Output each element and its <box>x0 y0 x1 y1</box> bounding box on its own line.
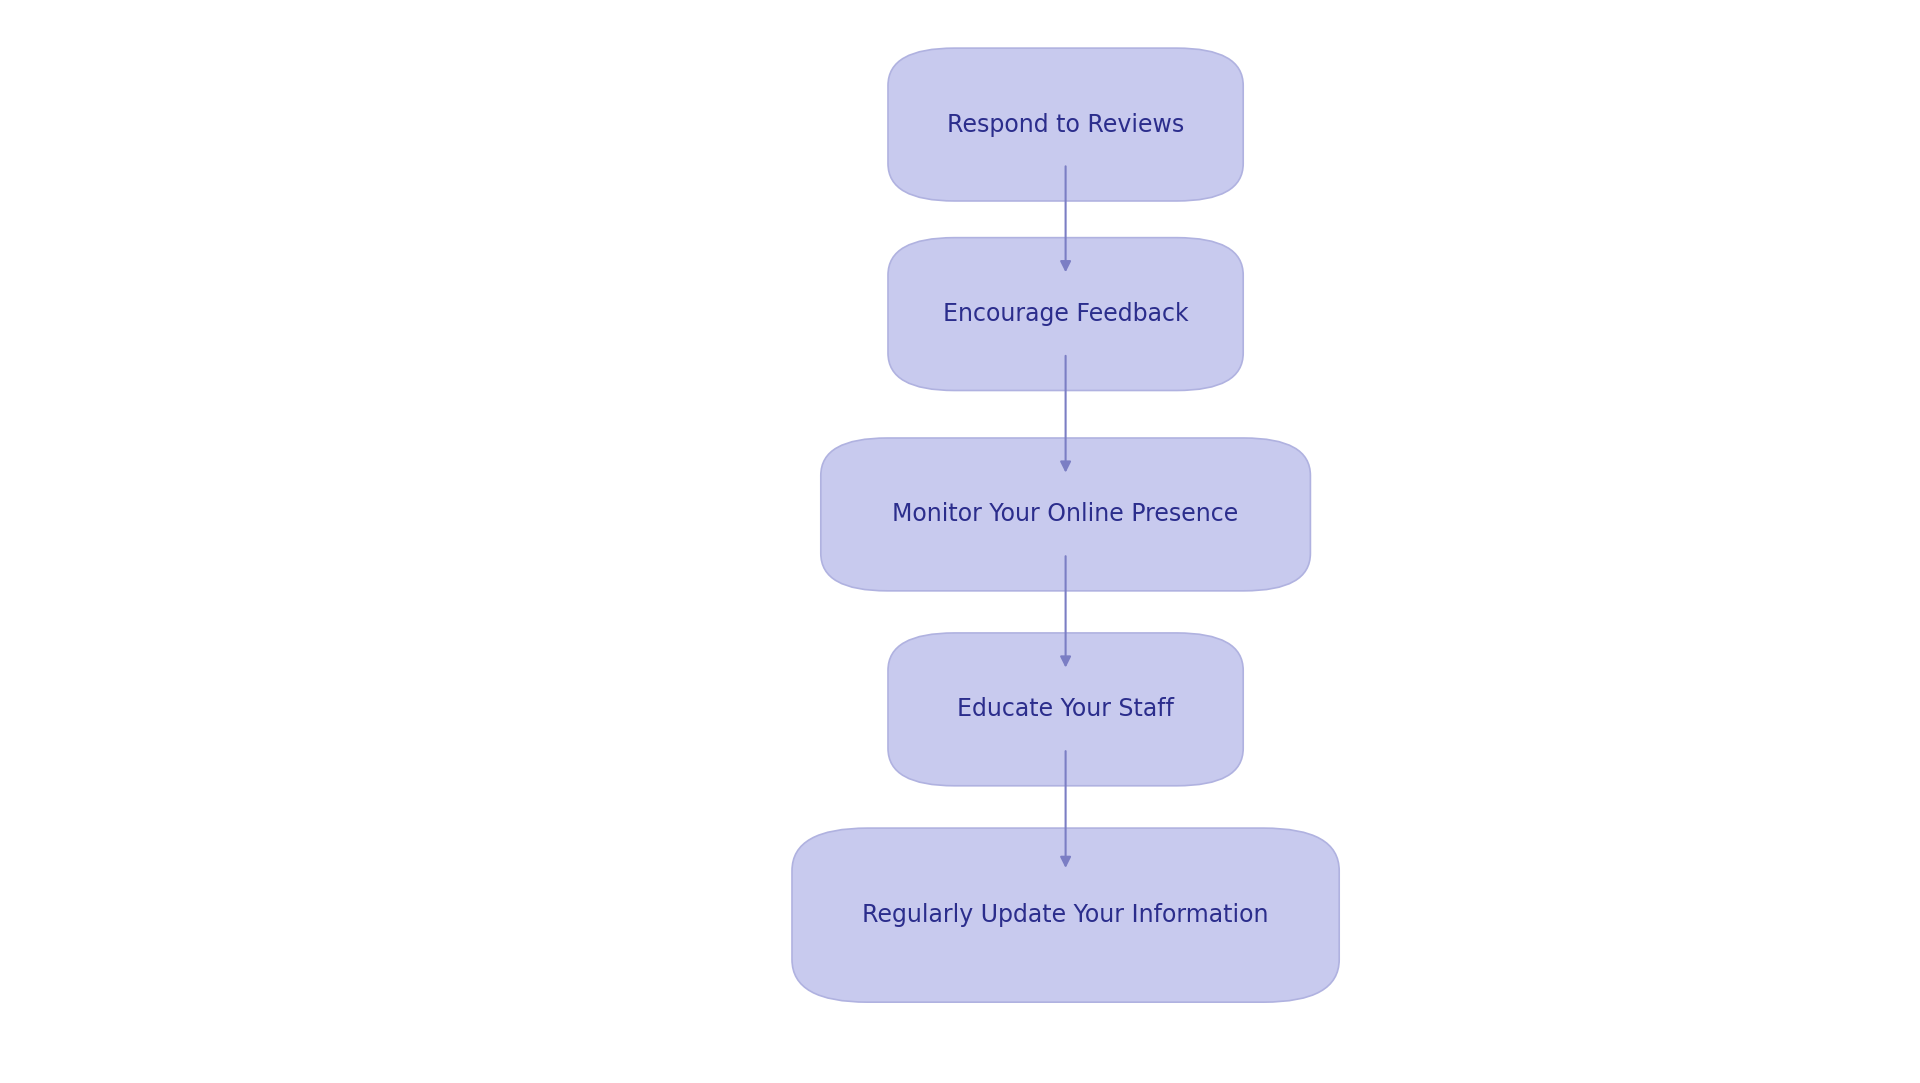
FancyBboxPatch shape <box>887 237 1242 391</box>
Text: Encourage Feedback: Encourage Feedback <box>943 302 1188 326</box>
FancyBboxPatch shape <box>793 828 1340 1002</box>
Text: Educate Your Staff: Educate Your Staff <box>956 697 1175 721</box>
FancyBboxPatch shape <box>887 632 1242 786</box>
FancyBboxPatch shape <box>822 438 1309 591</box>
Text: Monitor Your Online Presence: Monitor Your Online Presence <box>893 503 1238 526</box>
Text: Respond to Reviews: Respond to Reviews <box>947 113 1185 136</box>
FancyBboxPatch shape <box>887 48 1242 201</box>
Text: Regularly Update Your Information: Regularly Update Your Information <box>862 903 1269 927</box>
